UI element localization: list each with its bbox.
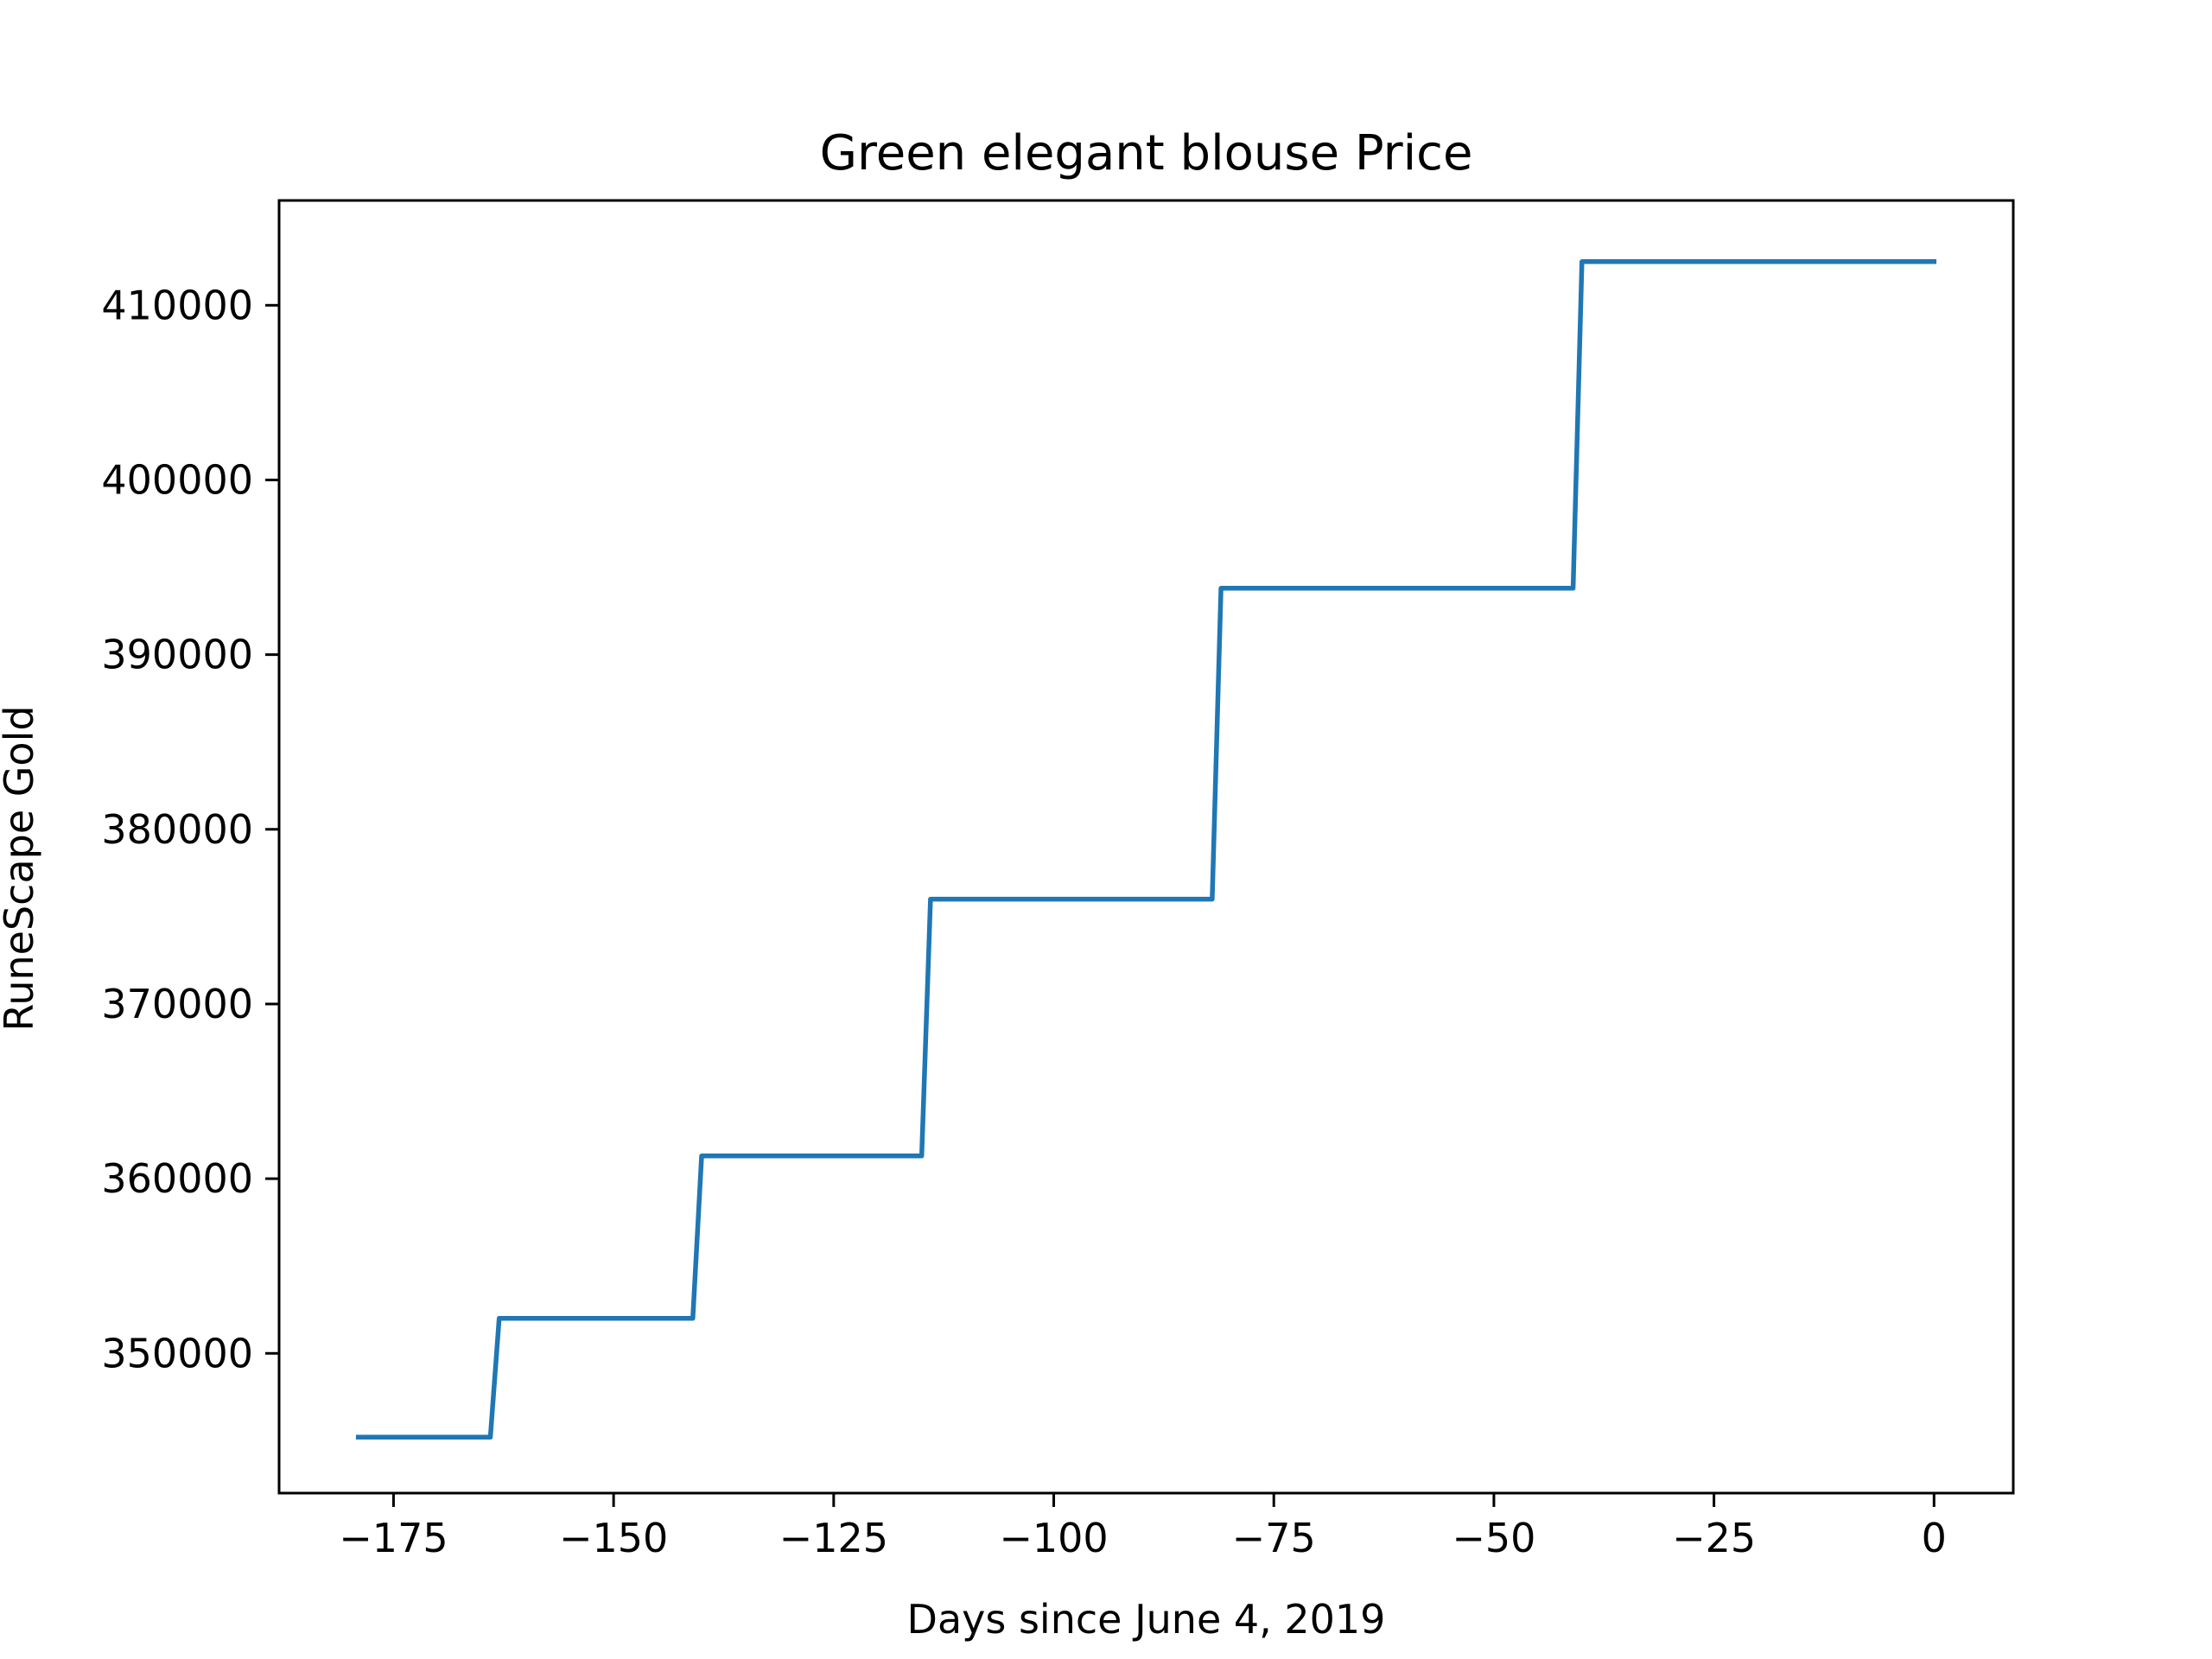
x-tick-label: −125 xyxy=(779,1515,888,1561)
x-tick-label: 0 xyxy=(1922,1515,1947,1561)
x-tick-label: −50 xyxy=(1452,1515,1535,1561)
y-tick-label: 360000 xyxy=(101,1155,253,1202)
y-tick-label: 400000 xyxy=(101,456,253,503)
plot-area xyxy=(277,199,2015,1495)
y-axis-label: RuneScape Gold xyxy=(0,705,42,1031)
x-tick-label: −100 xyxy=(999,1515,1108,1561)
x-tick-label: −25 xyxy=(1672,1515,1756,1561)
x-tick-label: −150 xyxy=(559,1515,668,1561)
y-tick-label: 350000 xyxy=(101,1330,253,1376)
x-tick-label: −75 xyxy=(1232,1515,1316,1561)
y-tick-label: 380000 xyxy=(101,806,253,853)
y-axis: 350000 360000 370000 380000 390000 400000 4100… xyxy=(101,282,279,1376)
x-axis: −175 −150 −125 −100 −75 −50 −25 0 xyxy=(339,1493,1947,1561)
x-tick-label: −175 xyxy=(339,1515,448,1561)
y-tick-label: 390000 xyxy=(101,632,253,678)
y-tick-label: 370000 xyxy=(101,981,253,1027)
x-axis-label: Days since June 4, 2019 xyxy=(907,1596,1386,1643)
axes-frame xyxy=(277,199,2015,1495)
y-tick-label: 410000 xyxy=(101,282,253,328)
chart-title: Green elegant blouse Price xyxy=(820,125,1473,181)
series-line xyxy=(355,259,1937,1440)
